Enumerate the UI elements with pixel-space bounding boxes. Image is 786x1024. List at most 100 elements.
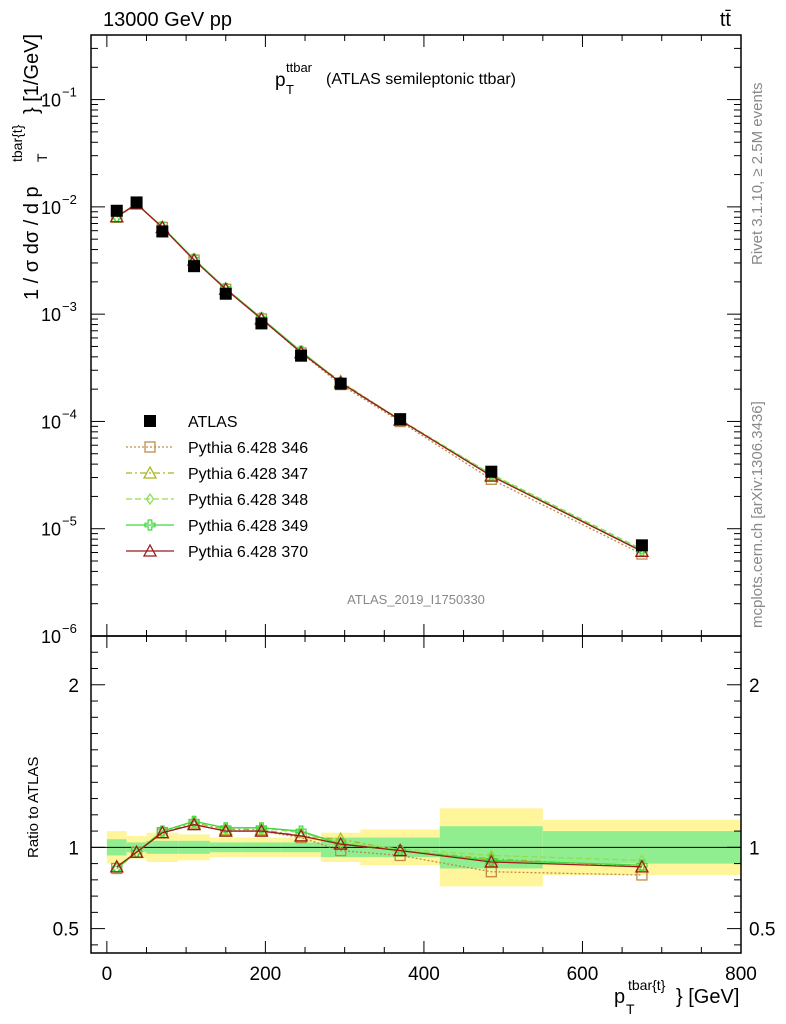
plot-title-sup: ttbar	[286, 60, 313, 75]
ratio-series-point	[254, 823, 269, 837]
y-tick-label-base: 10	[41, 305, 61, 325]
legend-entry: Pythia 6.428 370	[126, 543, 308, 561]
legend-label: Pythia 6.428 348	[188, 492, 308, 509]
legend-label: Pythia 6.428 370	[188, 544, 308, 561]
y-tick-label: 10 −5	[41, 514, 77, 540]
legend-marker	[145, 492, 155, 506]
y-tick-label-base: 10	[41, 627, 61, 647]
x-axis-label-post: } [GeV]	[676, 986, 739, 1008]
y-tick-label-base: 10	[41, 198, 61, 218]
ratio-y-tick-label: 0.5	[53, 920, 79, 941]
ratio-series-point	[220, 822, 232, 834]
y-tick-label: 10 −2	[41, 192, 77, 218]
ratio-y-tick-label-right: 1	[749, 838, 760, 859]
data-point	[485, 465, 498, 478]
legend-entry: ATLAS	[144, 414, 238, 431]
data-point	[295, 349, 308, 362]
legend-marker	[142, 543, 158, 557]
ratio-y-tick-label: 2	[68, 676, 79, 697]
plot-title: p T ttbar (ATLAS semileptonic ttbar)	[275, 60, 516, 97]
ratio-y-tick-label-right: 2	[749, 676, 760, 697]
legend-marker	[144, 519, 156, 531]
legend-entry: Pythia 6.428 346	[126, 440, 308, 457]
ratio-axis-label: Ratio to ATLAS	[25, 757, 42, 858]
ratio-y-tick-label-right: 0.5	[749, 920, 775, 941]
y-tick-label-exp: −1	[62, 85, 77, 100]
legend-label: Pythia 6.428 349	[188, 518, 308, 535]
y-tick-label-exp: −6	[62, 621, 77, 636]
ratio-series-point	[186, 817, 202, 831]
data-point	[110, 204, 123, 217]
x-tick-label: 600	[567, 964, 599, 985]
ratio-series-point	[484, 854, 499, 868]
y-tick-label-base: 10	[41, 520, 61, 540]
ratio-series-point	[293, 828, 309, 842]
x-axis-label-pre: p	[614, 986, 625, 1008]
header-right: tt̄	[720, 9, 732, 31]
plot-title-sub: T	[286, 82, 294, 97]
legend-entry: Pythia 6.428 347	[126, 465, 308, 483]
y-axis-label-post: } [1/GeV]	[21, 34, 43, 114]
y-tick-label-exp: −5	[62, 514, 77, 529]
data-point	[334, 377, 347, 390]
analysis-watermark: ATLAS_2019_I1750330	[347, 592, 485, 607]
y-axis-label-pre: 1 / σ dσ / d p	[21, 186, 43, 300]
ratio-series-point	[634, 859, 650, 873]
data-point	[130, 196, 143, 209]
ratio-y-tick-label: 1	[68, 838, 79, 859]
data-point	[394, 413, 407, 426]
ratio-series-point	[393, 843, 408, 857]
data-point	[156, 225, 169, 238]
main-series	[109, 196, 650, 560]
legend-label: Pythia 6.428 346	[188, 440, 308, 457]
y-tick-label-base: 10	[41, 412, 61, 432]
ratio-series-point	[188, 815, 200, 827]
legend-marker	[144, 441, 156, 453]
x-axis-label-sup: tbar{t}	[628, 977, 666, 993]
ratio-series-point	[218, 823, 233, 837]
x-tick-label: 0	[102, 964, 113, 985]
data-point	[255, 317, 268, 330]
y-tick-label: 10 −1	[41, 85, 77, 111]
legend-entry: Pythia 6.428 349	[126, 518, 308, 535]
header-left: 13000 GeV pp	[103, 9, 232, 31]
legend-label: ATLAS	[188, 414, 238, 431]
ratio-series	[109, 815, 650, 881]
x-tick-label: 800	[725, 964, 757, 985]
y-axis-label: 1 / σ dσ / d p T tbar{t} } [1/GeV]	[9, 34, 50, 300]
y-tick-label: 10 −6	[41, 621, 77, 647]
y-axis-label-sup: tbar{t}	[9, 124, 25, 162]
y-axis-label-sub: T	[34, 153, 50, 162]
y-tick-label-exp: −2	[62, 192, 77, 207]
x-tick-label: 200	[250, 964, 282, 985]
rivet-label: Rivet 3.1.10, ≥ 2.5M events	[749, 83, 766, 266]
data-point	[188, 260, 201, 273]
ratio-series-point	[333, 836, 348, 850]
legend-label: Pythia 6.428 347	[188, 466, 308, 483]
mcplots-label: mcplots.cern.ch [arXiv:1306.3436]	[749, 401, 766, 628]
ratio-series-point	[109, 859, 124, 873]
ratio-series-point	[637, 854, 647, 867]
ratio-series-point	[155, 825, 170, 839]
legend-marker	[142, 465, 158, 479]
y-tick-label-exp: −3	[62, 299, 77, 314]
y-tick-label: 10 −4	[41, 406, 77, 432]
ratio-frame	[90, 635, 742, 954]
x-axis-label: p T tbar{t} } [GeV]	[614, 977, 739, 1017]
y-tick-label-exp: −4	[62, 406, 77, 421]
x-tick-label: 400	[408, 964, 440, 985]
data-point	[219, 287, 232, 300]
ratio-series-point	[255, 822, 268, 834]
plot-title-rest: (ATLAS semileptonic ttbar)	[326, 71, 516, 88]
legend-entry: Pythia 6.428 348	[126, 492, 308, 509]
x-axis-label-sub: T	[626, 1001, 635, 1017]
y-tick-label-base: 10	[41, 91, 61, 111]
legend-marker	[144, 415, 156, 427]
plot-title-main: p	[275, 70, 286, 91]
ratio-series-point	[129, 844, 144, 858]
legend: ATLAS Pythia 6.428 346 Pythia 6.428 347 Pyt…	[126, 414, 308, 561]
ratio-series-line	[116, 823, 642, 868]
ratio-series-point	[111, 862, 123, 875]
